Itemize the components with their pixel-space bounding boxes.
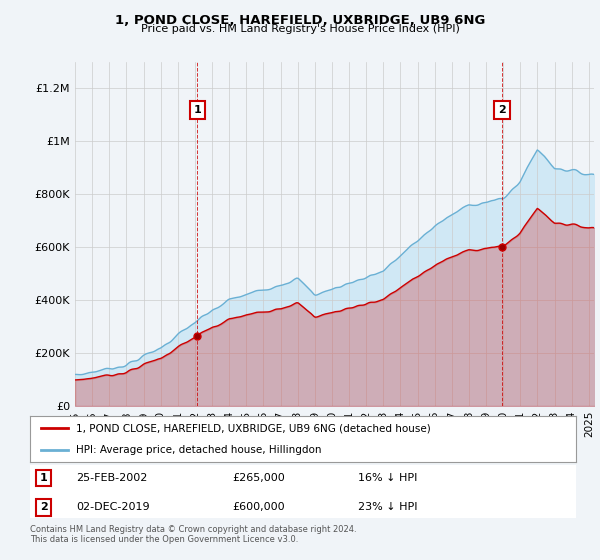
Text: 2: 2 [40, 502, 47, 512]
Text: 1: 1 [40, 473, 47, 483]
Text: £265,000: £265,000 [232, 473, 285, 483]
Text: 25-FEB-2002: 25-FEB-2002 [76, 473, 148, 483]
Text: 1, POND CLOSE, HAREFIELD, UXBRIDGE, UB9 6NG (detached house): 1, POND CLOSE, HAREFIELD, UXBRIDGE, UB9 … [76, 423, 431, 433]
Text: 1, POND CLOSE, HAREFIELD, UXBRIDGE, UB9 6NG: 1, POND CLOSE, HAREFIELD, UXBRIDGE, UB9 … [115, 14, 485, 27]
Text: 23% ↓ HPI: 23% ↓ HPI [358, 502, 417, 512]
Text: 16% ↓ HPI: 16% ↓ HPI [358, 473, 417, 483]
Text: HPI: Average price, detached house, Hillingdon: HPI: Average price, detached house, Hill… [76, 445, 322, 455]
Text: Contains HM Land Registry data © Crown copyright and database right 2024.
This d: Contains HM Land Registry data © Crown c… [30, 525, 356, 544]
Text: Price paid vs. HM Land Registry's House Price Index (HPI): Price paid vs. HM Land Registry's House … [140, 24, 460, 34]
Text: £600,000: £600,000 [232, 502, 284, 512]
Text: 1: 1 [194, 105, 202, 115]
Text: 02-DEC-2019: 02-DEC-2019 [76, 502, 150, 512]
Text: 2: 2 [498, 105, 506, 115]
